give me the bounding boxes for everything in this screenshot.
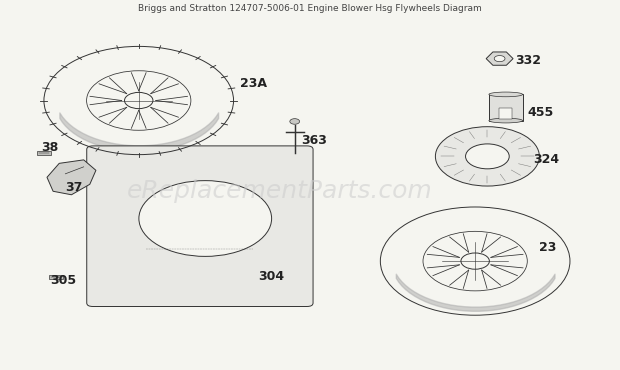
Text: eReplacementParts.com: eReplacementParts.com	[126, 179, 432, 203]
FancyBboxPatch shape	[87, 146, 313, 306]
Ellipse shape	[489, 118, 523, 123]
Bar	[499, 108, 513, 119]
Circle shape	[290, 119, 299, 124]
Text: 363: 363	[301, 134, 327, 147]
Text: 455: 455	[527, 106, 554, 119]
Text: 23A: 23A	[240, 77, 267, 90]
Text: 305: 305	[50, 274, 76, 287]
Polygon shape	[486, 52, 513, 65]
Circle shape	[435, 127, 539, 186]
Circle shape	[139, 181, 272, 256]
Circle shape	[466, 144, 509, 169]
Title: Briggs and Stratton 124707-5006-01 Engine Blower Hsg Flywheels Diagram: Briggs and Stratton 124707-5006-01 Engin…	[138, 4, 482, 13]
Text: 38: 38	[41, 141, 58, 154]
Ellipse shape	[489, 92, 523, 97]
Text: 324: 324	[533, 153, 559, 166]
Polygon shape	[47, 160, 96, 195]
Text: 23: 23	[539, 240, 557, 253]
Bar	[49, 275, 63, 279]
Circle shape	[494, 56, 505, 62]
Text: 304: 304	[258, 270, 284, 283]
Text: 332: 332	[515, 54, 541, 67]
Bar	[37, 151, 51, 155]
Text: 37: 37	[65, 181, 82, 194]
Bar	[489, 94, 523, 121]
